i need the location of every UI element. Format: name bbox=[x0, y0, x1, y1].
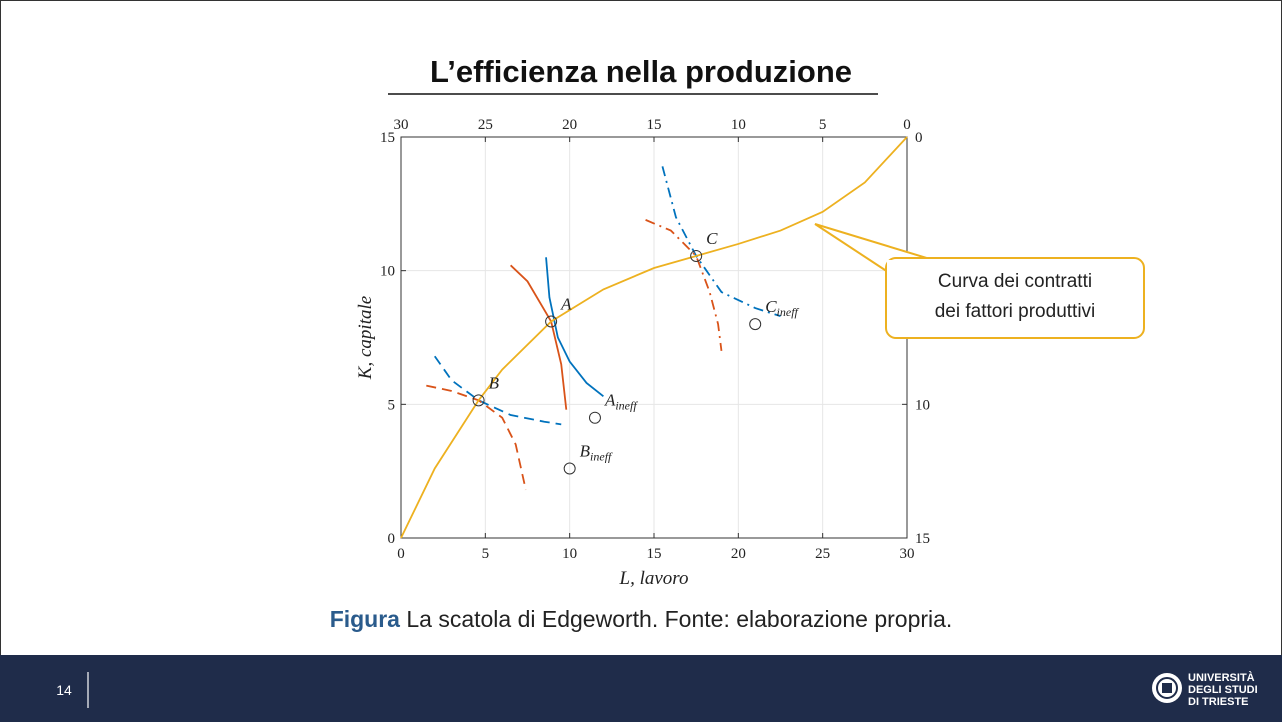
y-axis-label: K, capitale bbox=[355, 296, 376, 380]
slide-title: L’efficienza nella produzione bbox=[430, 54, 852, 89]
point-label-sub: ineff bbox=[777, 305, 800, 319]
x2-tick-label: 20 bbox=[562, 117, 577, 133]
point-label-main: B bbox=[580, 441, 591, 460]
point-label-main: B bbox=[489, 373, 500, 392]
point-marker bbox=[545, 315, 558, 328]
point-label: Aineff bbox=[604, 391, 638, 413]
x2-tick-label: 15 bbox=[647, 117, 662, 133]
y-tick-label: 10 bbox=[380, 264, 395, 280]
callout: Curva dei contratti dei fattori produtti… bbox=[814, 223, 1145, 339]
x2-tick-label: 0 bbox=[903, 117, 911, 133]
point-label-main: C bbox=[765, 297, 777, 316]
x-tick-label: 30 bbox=[900, 546, 915, 562]
logo-text: DEGLI STUDI bbox=[1188, 684, 1258, 696]
callout-text: Curva dei contratti bbox=[938, 271, 1092, 292]
x-tick-label: 10 bbox=[562, 546, 577, 562]
x2-tick-label: 5 bbox=[819, 117, 827, 133]
indifference-curve bbox=[433, 355, 562, 426]
x-tick-label: 25 bbox=[815, 546, 830, 562]
point-label-main: A bbox=[604, 391, 616, 410]
point-label-sub: ineff bbox=[590, 449, 613, 463]
point-label-main: A bbox=[560, 294, 572, 313]
university-logo: UNIVERSITÀ DEGLI STUDI DI TRIESTE bbox=[1152, 671, 1258, 708]
logo-seal-ring bbox=[1156, 677, 1178, 699]
point-marker bbox=[690, 249, 703, 262]
y2-tick-label: 10 bbox=[915, 397, 930, 413]
point-label-sub: ineff bbox=[615, 399, 638, 413]
x-tick-label: 15 bbox=[647, 546, 662, 562]
x-axis-label: L, lavoro bbox=[619, 568, 689, 589]
contract-curve bbox=[400, 136, 908, 539]
caption-text: La scatola di Edgeworth. Fonte: elaboraz… bbox=[400, 606, 952, 632]
x-tick-label: 5 bbox=[482, 546, 490, 562]
logo-seal-castle bbox=[1162, 683, 1172, 693]
caption: Figura La scatola di Edgeworth. Fonte: e… bbox=[330, 606, 953, 632]
point-label: Cineff bbox=[765, 297, 799, 319]
x2-tick-label: 30 bbox=[394, 117, 409, 133]
plot: 051015202530051015302520151050051015L, l… bbox=[355, 117, 930, 589]
y-tick-label: 0 bbox=[388, 531, 396, 547]
point-label: B bbox=[489, 373, 500, 392]
caption-lead: Figura bbox=[330, 606, 400, 632]
callout-join bbox=[887, 260, 937, 274]
x2-tick-label: 25 bbox=[478, 117, 493, 133]
point-marker bbox=[749, 318, 762, 331]
point-label: Bineff bbox=[580, 441, 613, 463]
point-marker bbox=[472, 394, 485, 407]
indifference-curve bbox=[545, 257, 604, 398]
indifference-curve bbox=[645, 219, 723, 351]
point-marker bbox=[563, 462, 576, 475]
footer-bar bbox=[0, 655, 1282, 722]
indifference-curve bbox=[426, 384, 527, 491]
logo-text: UNIVERSITÀ bbox=[1188, 671, 1255, 684]
x-tick-label: 20 bbox=[731, 546, 746, 562]
point-label-main: C bbox=[706, 229, 718, 248]
x-tick-label: 0 bbox=[397, 546, 405, 562]
callout-box bbox=[885, 257, 1145, 339]
point-label: C bbox=[706, 229, 718, 248]
indifference-curve bbox=[661, 166, 781, 317]
callout-text: dei fattori produttivi bbox=[935, 301, 1096, 322]
x2-tick-label: 10 bbox=[731, 117, 746, 133]
y2-tick-label: 15 bbox=[915, 531, 930, 547]
point-label: A bbox=[560, 294, 572, 313]
logo-text: DI TRIESTE bbox=[1188, 696, 1249, 708]
point-marker bbox=[588, 411, 601, 424]
page-number: 14 bbox=[56, 682, 72, 698]
y2-tick-label: 0 bbox=[915, 130, 923, 146]
y-tick-label: 5 bbox=[388, 397, 396, 413]
y-tick-label: 15 bbox=[380, 130, 395, 146]
